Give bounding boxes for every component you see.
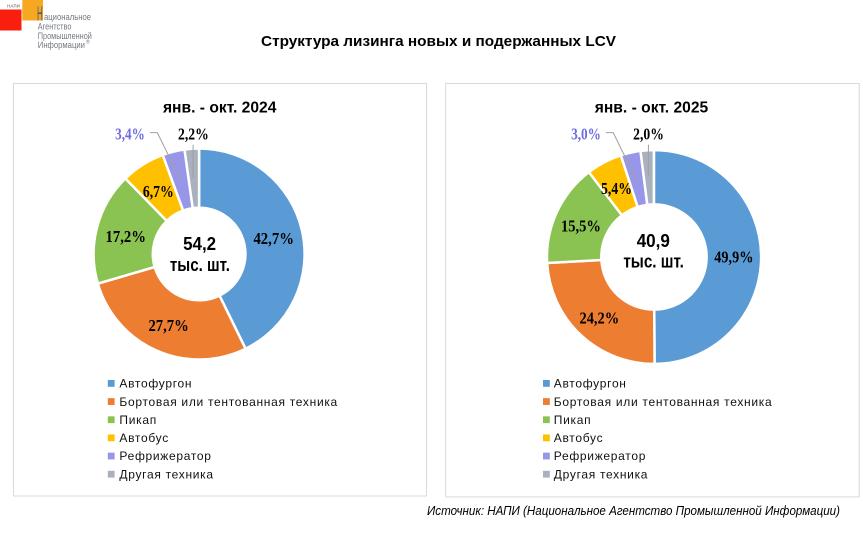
svg-text:тыс. шт.: тыс. шт. [623, 250, 684, 271]
svg-text:Рефрижератор: Рефрижератор [119, 449, 211, 463]
svg-text:Автобус: Автобус [554, 431, 604, 445]
svg-text:49,9%: 49,9% [714, 248, 753, 267]
svg-text:Источник: НАПИ (Национальное А: Источник: НАПИ (Национальное Агентство П… [427, 504, 840, 518]
svg-text:®: ® [86, 39, 90, 46]
svg-text:5,4%: 5,4% [601, 179, 632, 198]
svg-text:Пикап: Пикап [554, 413, 592, 427]
svg-text:Автофургон: Автофургон [554, 377, 627, 391]
svg-text:2,0%: 2,0% [633, 125, 664, 144]
svg-text:Н: Н [37, 3, 43, 25]
svg-text:ациональное: ациональное [44, 11, 91, 22]
svg-text:6,7%: 6,7% [143, 182, 174, 201]
svg-text:янв. - окт. 2025: янв. - окт. 2025 [594, 100, 709, 117]
svg-text:Другая техника: Другая техника [554, 467, 648, 481]
svg-text:54,2: 54,2 [183, 234, 216, 254]
svg-text:Информации: Информации [38, 39, 85, 50]
svg-text:Пикап: Пикап [119, 413, 157, 427]
svg-text:2,2%: 2,2% [178, 125, 209, 144]
svg-text:42,7%: 42,7% [253, 229, 294, 248]
svg-text:Рефрижератор: Рефрижератор [554, 449, 646, 463]
svg-text:3,0%: 3,0% [571, 125, 601, 144]
svg-text:17,2%: 17,2% [106, 227, 146, 246]
svg-text:Бортовая или тентованная техни: Бортовая или тентованная техника [554, 395, 773, 409]
svg-text:НАПИ: НАПИ [7, 3, 20, 8]
svg-text:15,5%: 15,5% [561, 216, 601, 235]
svg-text:3,4%: 3,4% [115, 125, 145, 144]
svg-text:Другая техника: Другая техника [119, 467, 213, 481]
svg-text:Автобус: Автобус [119, 431, 169, 445]
svg-text:Автофургон: Автофургон [119, 377, 192, 391]
svg-text:Агентство: Агентство [38, 21, 72, 32]
svg-text:янв. - окт. 2024: янв. - окт. 2024 [162, 100, 277, 117]
svg-text:Промышленной: Промышленной [38, 30, 92, 41]
svg-text:27,7%: 27,7% [149, 316, 189, 335]
svg-text:тыс. шт.: тыс. шт. [170, 254, 230, 275]
svg-text:24,2%: 24,2% [580, 309, 620, 328]
svg-text:Структура лизинга новых и поде: Структура лизинга новых и подержанных LC… [261, 33, 616, 50]
svg-text:40,9: 40,9 [637, 231, 670, 251]
svg-text:Бортовая или тентованная техни: Бортовая или тентованная техника [119, 395, 338, 409]
